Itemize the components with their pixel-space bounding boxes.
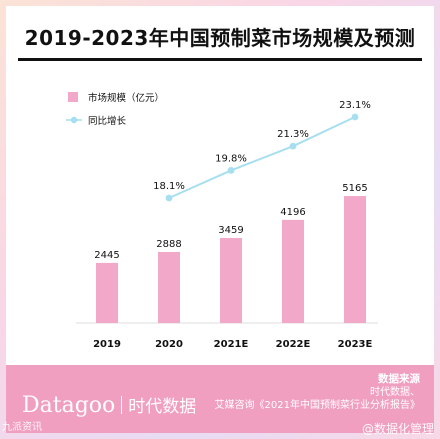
growth-point (165, 194, 173, 202)
bar-2023E (344, 196, 366, 323)
x-tick-label: 2023E (338, 339, 373, 350)
growth-line (168, 116, 356, 199)
source-line-2: 艾媒咨询《2021年中国预制菜行业分析报告》 (214, 400, 420, 411)
growth-point (289, 142, 297, 150)
title-underline (18, 58, 422, 61)
source-heading: 数据来源 (378, 373, 420, 385)
legend-line-label: 同比增长 (88, 115, 127, 127)
x-tick-label: 2021E (214, 339, 249, 350)
growth-label: 23.1% (339, 100, 371, 111)
bar-value-label: 3459 (218, 225, 243, 236)
x-tick-label: 2022E (276, 339, 311, 350)
legend-bar-swatch (68, 92, 78, 102)
x-tick-label: 2020 (155, 339, 183, 350)
growth-label: 18.1% (153, 181, 185, 192)
footer-band: Datagoo 时代数据 数据来源 时代数据、 艾媒咨询《2021年中国预制菜行业… (6, 365, 434, 433)
logo-divider (121, 396, 123, 414)
legend-line-marker (70, 116, 78, 124)
bar-2022E (282, 219, 304, 323)
chart-title: 2019-2023年中国预制菜市场规模及预测 (24, 26, 416, 50)
growth-label: 21.3% (277, 129, 309, 140)
bar-value-label: 5165 (342, 183, 367, 194)
bar-2019 (96, 262, 118, 323)
legend: 市场规模（亿元） 同比增长 (66, 92, 164, 127)
infographic-card: 2019-2023年中国预制菜市场规模及预测 市场规模（亿元） 同比增长 244… (6, 6, 434, 433)
growth-label: 19.8% (215, 153, 247, 164)
bar-value-label: 2445 (94, 250, 119, 261)
watermark-left: 九派资讯 (2, 422, 42, 433)
chart-area: 市场规模（亿元） 同比增长 2445 2888 3459 4196 5165 18.1%… (66, 92, 378, 350)
bar-value-label: 2888 (156, 239, 181, 250)
x-tick-label: 2019 (93, 339, 121, 350)
logo-latin: Datagoo (22, 393, 116, 418)
bar-2020 (158, 252, 180, 323)
bar-2021E (220, 237, 242, 323)
logo-chinese: 时代数据 (128, 397, 197, 417)
watermark-right: @数据化管理 (361, 422, 434, 436)
growth-point (351, 113, 359, 121)
source-line-1: 时代数据、 (370, 387, 420, 398)
legend-bar-label: 市场规模（亿元） (88, 92, 164, 104)
bar-value-label: 4196 (280, 207, 305, 218)
growth-point (227, 167, 235, 174)
data-source: 数据来源 时代数据、 艾媒咨询《2021年中国预制菜行业分析报告》 (215, 373, 420, 412)
datagoo-logo: Datagoo 时代数据 (22, 392, 196, 418)
